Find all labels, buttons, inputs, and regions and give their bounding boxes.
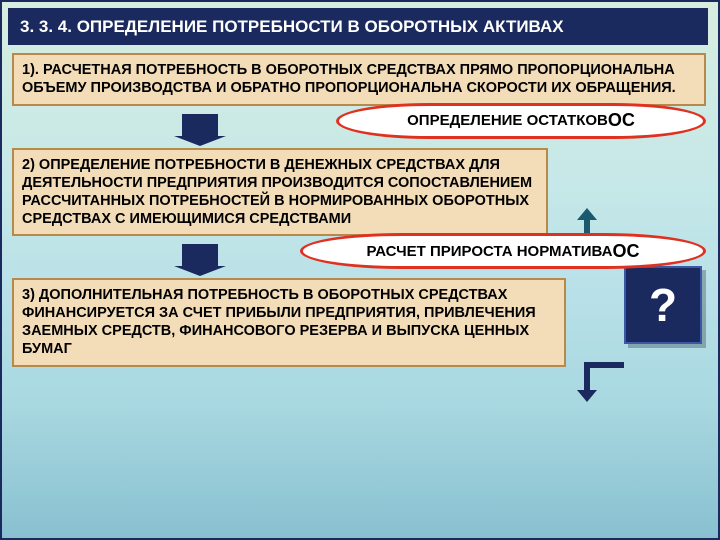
slide-title: 3. 3. 4. ОПРЕДЕЛЕНИЕ ПОТРЕБНОСТИ В ОБОРО… [8, 8, 708, 45]
text-box-1: 1). РАСЧЕТНАЯ ПОТРЕБНОСТЬ В ОБОРОТНЫХ СР… [12, 53, 706, 105]
arrow-down-icon [182, 244, 218, 268]
oval-box-2: РАСЧЕТ ПРИРОСТА НОРМАТИВА ОС [300, 233, 706, 269]
oval1-text: ОПРЕДЕЛЕНИЕ ОСТАТКОВ [407, 112, 608, 129]
spacer-2: РАСЧЕТ ПРИРОСТА НОРМАТИВА ОС [2, 236, 718, 278]
connector-down-icon [584, 362, 590, 392]
spacer-1: ОПРЕДЕЛЕНИЕ ОСТАТКОВ ОС [2, 106, 718, 148]
oval1-suffix: ОС [608, 110, 635, 131]
text-box-2: 2) ОПРЕДЕЛЕНИЕ ПОТРЕБНОСТИ В ДЕНЕЖНЫХ СР… [12, 148, 548, 237]
oval2-suffix: ОС [612, 241, 639, 262]
oval-box-1: ОПРЕДЕЛЕНИЕ ОСТАТКОВ ОС [336, 103, 706, 139]
arrow-down-icon [182, 114, 218, 138]
oval2-text: РАСЧЕТ ПРИРОСТА НОРМАТИВА [367, 243, 613, 260]
text-box-3: 3) ДОПОЛНИТЕЛЬНАЯ ПОТРЕБНОСТЬ В ОБОРОТНЫ… [12, 278, 566, 367]
